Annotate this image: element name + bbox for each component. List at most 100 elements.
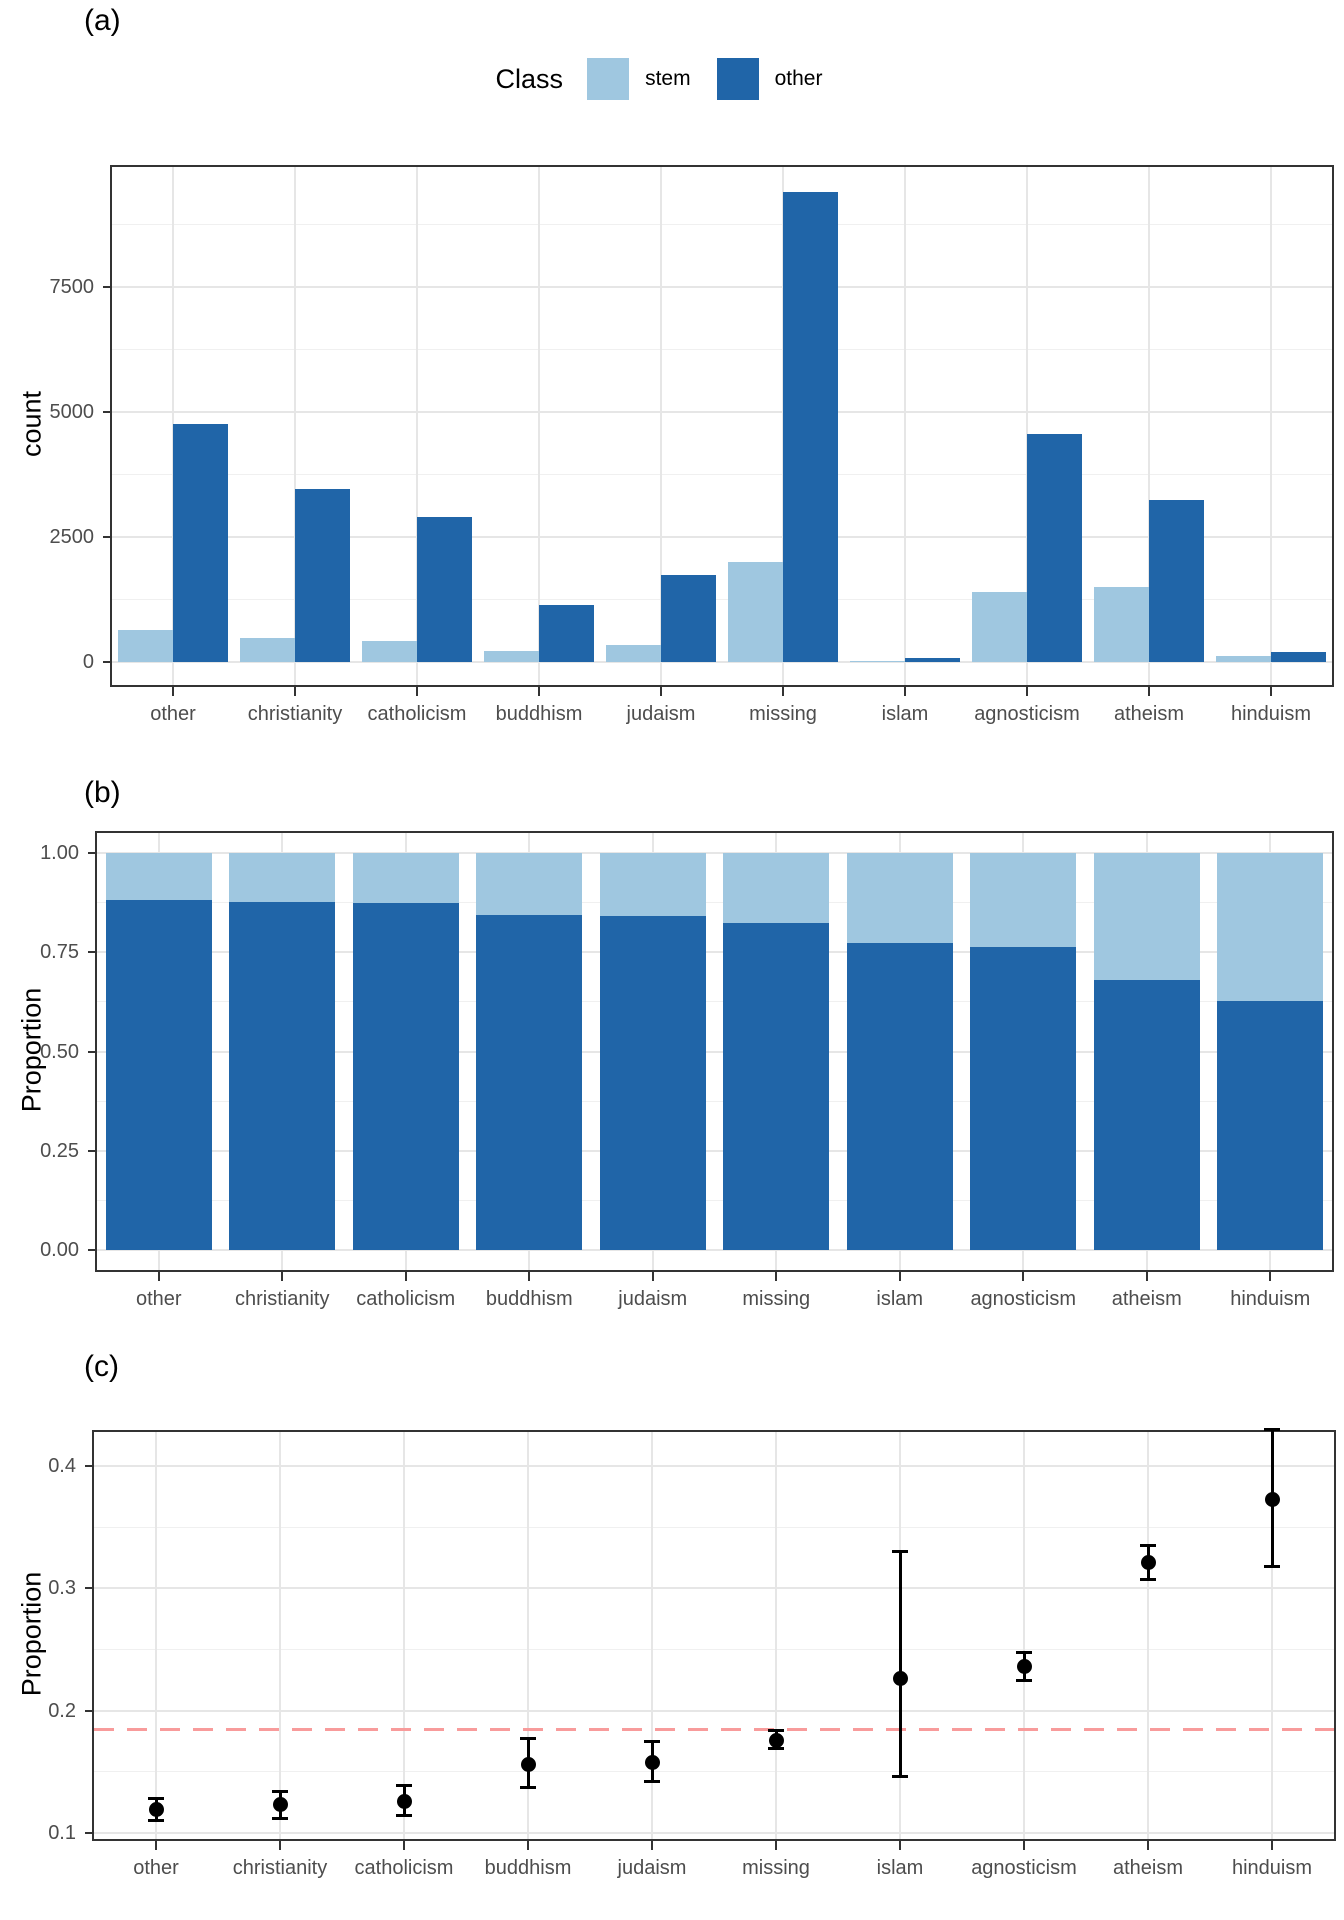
vertical-gridline	[1023, 1432, 1025, 1839]
stack-segment-other-missing	[723, 922, 830, 1251]
x-axis-category-label-atheism: atheism	[1111, 1288, 1182, 1310]
x-axis-tick-mark	[279, 1841, 281, 1850]
bar-stem-atheism	[1094, 586, 1149, 662]
x-axis-tick-mark	[1147, 1841, 1149, 1850]
errorbar-cap-top-atheism	[1140, 1544, 1156, 1548]
x-axis-tick-mark	[403, 1841, 405, 1850]
x-axis-category-label-judaism: judaism	[626, 703, 696, 725]
stack-segment-stem-agnosticism	[970, 852, 1077, 947]
x-axis-tick-mark	[404, 1272, 407, 1281]
y-axis-tick-mark	[88, 1149, 97, 1152]
point-estimate-hinduism	[1264, 1491, 1280, 1507]
bar-other-atheism	[1149, 500, 1204, 662]
minor-gridline	[94, 1771, 1334, 1773]
x-axis-tick-mark	[1148, 687, 1150, 696]
bar-stem-christianity	[240, 637, 295, 662]
legend: Class stem other	[0, 58, 1344, 100]
y-axis-tick-label: 0.75	[40, 941, 79, 964]
x-axis-category-label-catholicism: catholicism	[354, 1857, 454, 1879]
stack-segment-stem-judaism	[599, 852, 706, 916]
reference-dashed-line	[94, 1727, 1334, 1731]
x-axis-tick-mark	[651, 1272, 654, 1281]
x-axis-category-label-islam: islam	[876, 1857, 924, 1879]
y-axis-tick-label: 0.1	[48, 1821, 76, 1844]
errorbar-line-islam	[898, 1551, 902, 1777]
minor-gridline	[112, 223, 1332, 225]
stack-segment-other-other	[105, 900, 212, 1251]
x-axis-tick-mark	[898, 1272, 901, 1281]
major-gridline	[112, 410, 1332, 413]
legend-item-stem: stem	[587, 58, 691, 100]
minor-gridline	[97, 1100, 1332, 1102]
point-estimate-islam	[892, 1671, 908, 1687]
x-axis-category-label-other: other	[150, 703, 196, 725]
errorbar-cap-bottom-missing	[768, 1747, 784, 1751]
x-axis-tick-mark	[899, 1841, 901, 1850]
panel-c-plot-area	[92, 1428, 1336, 1841]
x-axis-category-label-atheism: atheism	[1112, 1857, 1184, 1879]
stack-segment-stem-islam	[846, 852, 953, 943]
x-axis-tick-mark	[281, 1272, 284, 1281]
x-axis-category-label-missing: missing	[742, 1288, 811, 1310]
vertical-gridline	[904, 167, 906, 685]
stack-segment-stem-hinduism	[1217, 852, 1324, 1002]
y-axis-tick-mark	[103, 660, 112, 663]
y-axis-tick-mark	[103, 285, 112, 288]
vertical-gridline	[1026, 167, 1028, 685]
bar-stem-hinduism	[1216, 656, 1271, 662]
stack-segment-stem-christianity	[229, 852, 336, 902]
legend-title: Class	[495, 63, 564, 94]
errorbar-cap-bottom-judaism	[644, 1780, 660, 1784]
vertical-gridline	[1148, 167, 1150, 685]
errorbar-cap-top-catholicism	[396, 1783, 412, 1787]
x-axis-category-label-hinduism: hinduism	[1230, 1288, 1311, 1310]
vertical-gridline	[1271, 1432, 1273, 1839]
stack-segment-stem-buddhism	[476, 852, 583, 915]
panel-a-tag: (a)	[84, 4, 121, 37]
minor-gridline	[97, 1199, 1332, 1201]
errorbar-cap-top-islam	[892, 1550, 908, 1554]
point-estimate-christianity	[272, 1797, 288, 1813]
x-axis-category-label-islam: islam	[881, 703, 929, 725]
x-axis-tick-mark	[527, 1841, 529, 1850]
bar-other-islam	[905, 658, 960, 662]
x-axis-tick-mark	[155, 1841, 157, 1850]
stack-segment-stem-atheism	[1093, 852, 1200, 981]
stack-segment-stem-catholicism	[352, 852, 459, 903]
vertical-gridline	[651, 1432, 653, 1839]
vertical-gridline	[155, 1432, 157, 1839]
panel-c-tag: (c)	[84, 1350, 119, 1383]
y-axis-tick-label: 0.25	[40, 1139, 79, 1162]
x-axis-tick-mark	[1022, 1272, 1025, 1281]
bar-stem-buddhism	[484, 651, 539, 662]
major-gridline	[112, 285, 1332, 288]
stack-segment-other-hinduism	[1217, 1001, 1324, 1251]
x-axis-tick-mark	[416, 687, 418, 696]
x-axis-tick-mark	[172, 687, 174, 696]
stack-segment-other-atheism	[1093, 980, 1200, 1251]
major-gridline	[97, 951, 1332, 954]
errorbar-cap-bottom-catholicism	[396, 1814, 412, 1818]
bar-other-other	[173, 423, 228, 662]
bar-other-agnosticism	[1027, 433, 1082, 662]
y-axis-tick-label: 0.2	[48, 1699, 76, 1722]
major-gridline	[112, 535, 1332, 538]
y-axis-tick-mark	[103, 410, 112, 413]
y-axis-tick-label: 0.4	[48, 1455, 76, 1478]
x-axis-tick-mark	[1269, 1272, 1272, 1281]
legend-swatch-stem-icon	[587, 58, 630, 100]
vertical-gridline	[403, 1432, 405, 1839]
x-axis-category-label-catholicism: catholicism	[367, 703, 467, 725]
y-axis-tick-label: 2500	[49, 525, 95, 548]
x-axis-category-label-agnosticism: agnosticism	[970, 1288, 1077, 1310]
errorbar-cap-bottom-atheism	[1140, 1578, 1156, 1582]
point-estimate-atheism	[1140, 1555, 1156, 1571]
major-gridline	[94, 1465, 1334, 1468]
bar-other-catholicism	[417, 517, 472, 662]
x-axis-category-label-buddhism: buddhism	[484, 1857, 572, 1879]
point-estimate-judaism	[644, 1754, 660, 1770]
vertical-gridline	[538, 167, 540, 685]
point-estimate-missing	[768, 1732, 784, 1748]
x-axis-tick-mark	[1271, 1841, 1273, 1850]
